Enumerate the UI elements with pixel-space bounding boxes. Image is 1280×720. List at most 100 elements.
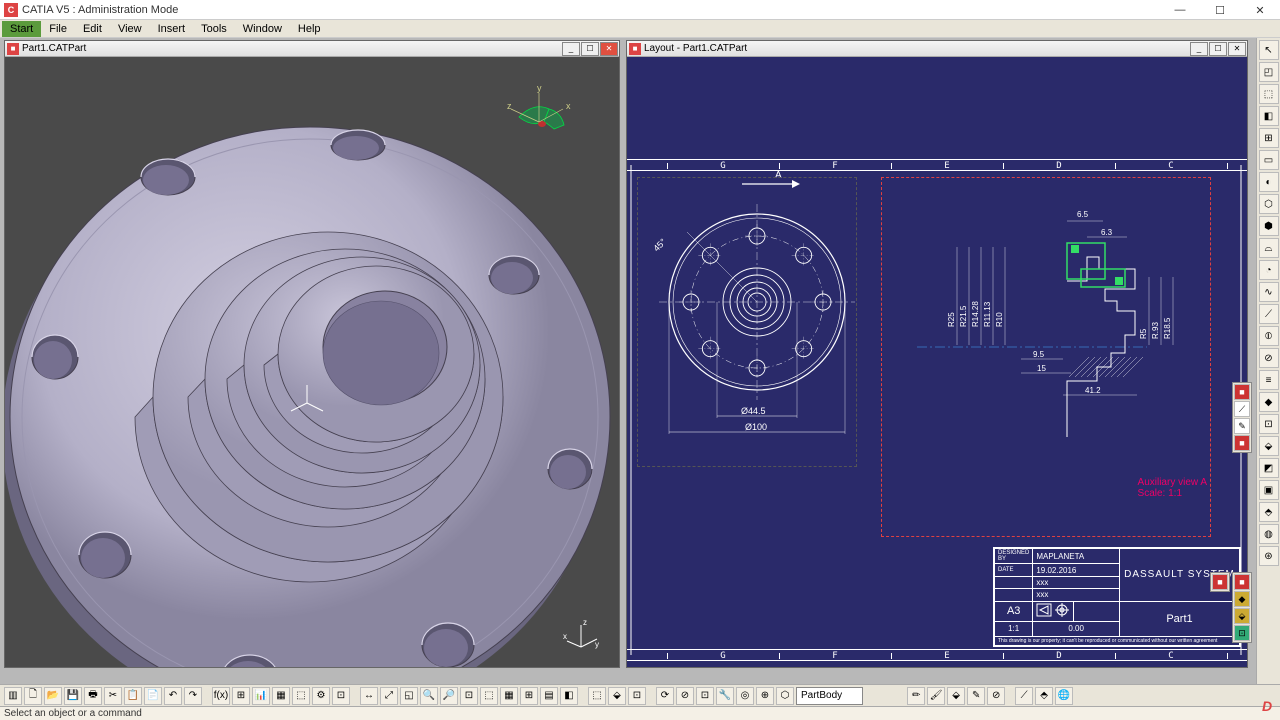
tool-button[interactable]: 🔍 xyxy=(420,687,438,705)
tool-button[interactable]: ⚙ xyxy=(312,687,330,705)
menu-window[interactable]: Window xyxy=(235,21,290,37)
tool-icon[interactable]: ■ xyxy=(1234,384,1250,400)
tool-button[interactable]: 🗋 xyxy=(24,687,42,705)
menu-insert[interactable]: Insert xyxy=(150,21,194,37)
tool-button[interactable]: 💾 xyxy=(64,687,82,705)
tool-button[interactable]: ⬘ xyxy=(1259,502,1279,522)
mdi-min-button[interactable]: _ xyxy=(562,42,580,56)
tool-button[interactable]: ◔ xyxy=(1259,260,1279,280)
mdi-max-button[interactable]: ☐ xyxy=(1209,42,1227,56)
tool-button[interactable]: 📊 xyxy=(252,687,270,705)
tool-button[interactable]: ⊞ xyxy=(520,687,538,705)
tool-button[interactable]: ⌓ xyxy=(1259,238,1279,258)
tool-button[interactable]: ⊡ xyxy=(628,687,646,705)
tool-button[interactable]: ⤢ xyxy=(380,687,398,705)
tool-button[interactable]: ↔ xyxy=(360,687,378,705)
tool-button[interactable]: ⬚ xyxy=(480,687,498,705)
tool-button[interactable]: 📄 xyxy=(144,687,162,705)
tool-icon[interactable]: ⬙ xyxy=(1234,608,1250,624)
tool-button[interactable]: ↶ xyxy=(164,687,182,705)
close-button[interactable]: ✕ xyxy=(1240,0,1280,20)
tool-button[interactable]: ≡ xyxy=(1259,370,1279,390)
layout-window[interactable]: ■ Layout - Part1.CATPart _ ☐ ✕ GFEDCB GF… xyxy=(626,40,1248,668)
minimize-button[interactable]: — xyxy=(1160,0,1200,20)
tool-button[interactable]: ✏ xyxy=(907,687,925,705)
tool-button[interactable]: ⊞ xyxy=(232,687,250,705)
tool-button[interactable]: ◩ xyxy=(1259,458,1279,478)
tool-button[interactable]: ⟋ xyxy=(1259,304,1279,324)
tool-button[interactable]: 📂 xyxy=(44,687,62,705)
pencil-tool-icon[interactable]: ✎ xyxy=(1234,418,1250,434)
tool-button[interactable]: ∿ xyxy=(1259,282,1279,302)
tool-button[interactable]: ⊕ xyxy=(756,687,774,705)
tool-button[interactable]: ⬚ xyxy=(292,687,310,705)
tool-button[interactable]: ⬙ xyxy=(1259,436,1279,456)
mdi-max-button[interactable]: ☐ xyxy=(581,42,599,56)
floating-toolbar-1[interactable]: ■ ⟋ ✎ ■ xyxy=(1232,382,1252,453)
tool-icon[interactable]: ■ xyxy=(1212,574,1228,590)
tool-button[interactable]: ⦶ xyxy=(1259,326,1279,346)
tool-button[interactable]: ⬙ xyxy=(947,687,965,705)
maximize-button[interactable]: ☐ xyxy=(1200,0,1240,20)
tool-button[interactable]: ⬡ xyxy=(776,687,794,705)
tool-button[interactable]: ▭ xyxy=(1259,150,1279,170)
tool-button[interactable]: 📋 xyxy=(124,687,142,705)
tool-button[interactable]: ⬚ xyxy=(588,687,606,705)
tool-button[interactable]: ⊡ xyxy=(332,687,350,705)
floating-toolbar-2[interactable]: ■ ◆ ⬙ ⊡ xyxy=(1232,572,1252,643)
tool-button[interactable]: ▦ xyxy=(272,687,290,705)
tool-button[interactable]: ⊘ xyxy=(1259,348,1279,368)
mdi-close-button[interactable]: ✕ xyxy=(1228,42,1246,56)
tool-button[interactable]: ◐ xyxy=(1259,172,1279,192)
tool-button[interactable]: 🔧 xyxy=(716,687,734,705)
tool-button[interactable]: ◍ xyxy=(1259,524,1279,544)
mdi-close-button[interactable]: ✕ xyxy=(600,42,618,56)
tool-button[interactable]: ⬢ xyxy=(1259,216,1279,236)
line-tool-icon[interactable]: ⟋ xyxy=(1234,401,1250,417)
tool-button[interactable]: ↷ xyxy=(184,687,202,705)
tool-button[interactable]: ⊡ xyxy=(1259,414,1279,434)
layout-viewport[interactable]: GFEDCB GFEDCB A45°Ø44.5Ø100R25R21.5R14.2… xyxy=(627,57,1247,667)
floating-toolbar-3[interactable]: ■ xyxy=(1210,572,1230,592)
tool-button[interactable]: 🖶 xyxy=(84,687,102,705)
tool-button[interactable]: ⊡ xyxy=(460,687,478,705)
tool-button[interactable]: ◧ xyxy=(1259,106,1279,126)
tool-button[interactable]: ↖ xyxy=(1259,40,1279,60)
tool-icon[interactable]: ■ xyxy=(1234,574,1250,590)
mdi-min-button[interactable]: _ xyxy=(1190,42,1208,56)
part-3d-titlebar[interactable]: ■ Part1.CATPart _ ☐ ✕ xyxy=(5,41,619,57)
tool-icon[interactable]: ■ xyxy=(1234,435,1250,451)
tool-button[interactable]: ✂ xyxy=(104,687,122,705)
tool-icon[interactable]: ⊡ xyxy=(1234,625,1250,641)
tool-button[interactable]: ◰ xyxy=(1259,62,1279,82)
tool-button[interactable]: ◆ xyxy=(1259,392,1279,412)
layout-titlebar[interactable]: ■ Layout - Part1.CATPart _ ☐ ✕ xyxy=(627,41,1247,57)
tool-button[interactable]: ◎ xyxy=(736,687,754,705)
tool-button[interactable]: ⬚ xyxy=(1259,84,1279,104)
menu-help[interactable]: Help xyxy=(290,21,329,37)
menu-tools[interactable]: Tools xyxy=(193,21,235,37)
tool-button[interactable]: f(x) xyxy=(212,687,230,705)
tool-button[interactable]: ▥ xyxy=(4,687,22,705)
tool-button[interactable]: ▤ xyxy=(540,687,558,705)
part-3d-window[interactable]: ■ Part1.CATPart _ ☐ ✕ y x z xyxy=(4,40,620,668)
tool-button[interactable]: ⟋ xyxy=(1015,687,1033,705)
menu-file[interactable]: File xyxy=(41,21,75,37)
tool-button[interactable]: ▣ xyxy=(1259,480,1279,500)
menu-start[interactable]: Start xyxy=(2,21,41,37)
tool-button[interactable]: ⊞ xyxy=(1259,128,1279,148)
tool-button[interactable]: ⬘ xyxy=(1035,687,1053,705)
tool-button[interactable]: ⊡ xyxy=(696,687,714,705)
partbody-selector[interactable]: PartBody xyxy=(796,687,863,705)
part-3d-viewport[interactable]: y x z z y x xyxy=(5,57,619,667)
tool-button[interactable]: ◱ xyxy=(400,687,418,705)
tool-button[interactable]: ✎ xyxy=(967,687,985,705)
tool-button[interactable]: ⊛ xyxy=(1259,546,1279,566)
tool-button[interactable]: ⬙ xyxy=(608,687,626,705)
tool-button[interactable]: 🔎 xyxy=(440,687,458,705)
tool-button[interactable]: 🌐 xyxy=(1055,687,1073,705)
tool-button[interactable]: ⊘ xyxy=(987,687,1005,705)
tool-button[interactable]: ▦ xyxy=(500,687,518,705)
tool-button[interactable]: ◧ xyxy=(560,687,578,705)
menu-view[interactable]: View xyxy=(110,21,150,37)
